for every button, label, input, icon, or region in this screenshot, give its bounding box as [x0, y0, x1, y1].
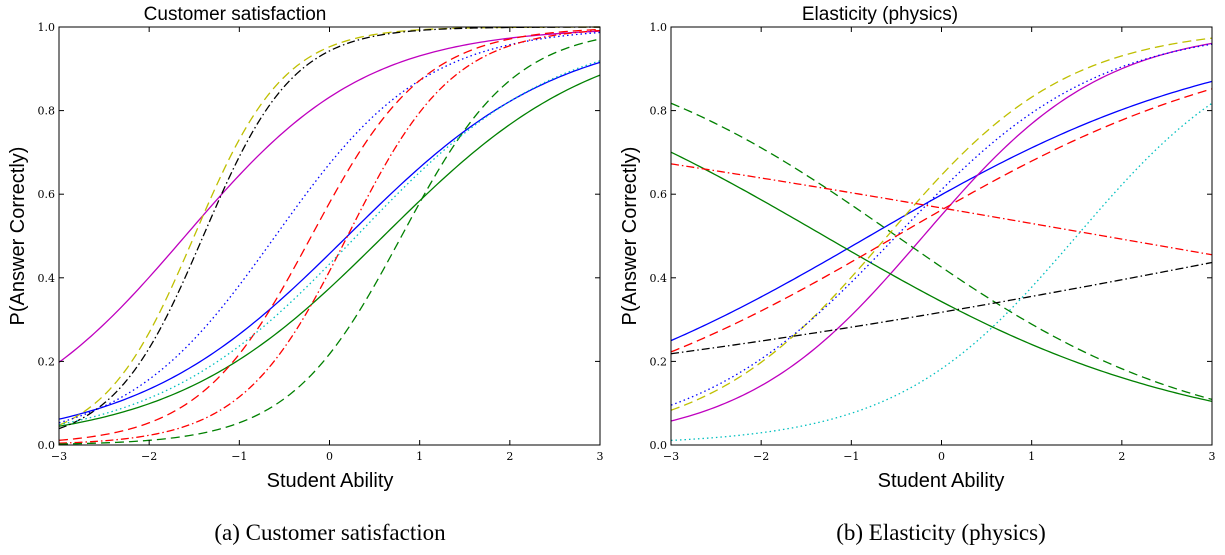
chart-caption: (b) Elasticity (physics): [836, 520, 1046, 545]
y-tick-label: 0.0: [38, 439, 56, 452]
series-line-9: [58, 38, 601, 445]
x-tick-label: −3: [51, 450, 67, 463]
y-tick-label: 0.4: [650, 272, 668, 285]
x-tick-label: 1: [416, 450, 423, 463]
chart-panel-a: Customer satisfaction Student Ability P(…: [7, 4, 604, 545]
chart-caption: (a) Customer satisfaction: [214, 520, 446, 545]
x-tick-label: 3: [597, 450, 604, 463]
y-tick-label: 0.6: [38, 188, 56, 201]
series-line-8: [58, 29, 601, 444]
x-tick-label: 0: [938, 450, 945, 463]
y-tick-label: 0.6: [650, 188, 668, 201]
series-line-2: [670, 42, 1213, 422]
series-line-8: [670, 163, 1213, 256]
x-axis-label: Student Ability: [878, 470, 1005, 492]
series-line-3: [670, 151, 1213, 403]
y-tick-label: 0.8: [38, 105, 56, 118]
series-line-5: [58, 26, 601, 430]
series-line-6: [670, 43, 1213, 406]
y-axis-label: P(Answer Correctly): [7, 147, 29, 326]
series-line-10: [58, 60, 601, 426]
y-tick-label: 0.2: [38, 355, 56, 368]
series-line-6: [58, 31, 601, 424]
x-axis-label: Student Ability: [267, 470, 394, 492]
chart-title: Customer satisfaction: [144, 4, 327, 25]
x-tick-label: −2: [141, 450, 157, 463]
y-axis-label: P(Answer Correctly): [619, 147, 641, 326]
series-line-2: [58, 61, 601, 420]
x-tick-label: 2: [506, 450, 513, 463]
series-line-4: [670, 102, 1213, 401]
series-line-4: [58, 26, 601, 426]
series-line-3: [58, 74, 601, 427]
series-line-7: [670, 88, 1213, 353]
x-tick-label: 2: [1118, 450, 1125, 463]
series-line-10: [670, 102, 1213, 442]
x-tick-label: −2: [753, 450, 769, 463]
plot-frame: [670, 26, 1213, 446]
series-line-9: [670, 261, 1213, 355]
series-line-5: [670, 37, 1213, 411]
series-line-1: [58, 30, 601, 363]
chart-title: Elasticity (physics): [802, 4, 958, 25]
series-line-7: [58, 28, 601, 441]
y-tick-label: 0.2: [650, 355, 668, 368]
y-tick-label: 0.0: [650, 439, 668, 452]
x-tick-label: −3: [663, 450, 679, 463]
y-tick-label: 1.0: [650, 21, 668, 34]
x-tick-label: 3: [1209, 450, 1216, 463]
y-tick-label: 1.0: [38, 21, 56, 34]
x-tick-label: −1: [231, 450, 247, 463]
chart-panel-b: Elasticity (physics) Student Ability P(A…: [619, 4, 1216, 545]
y-tick-label: 0.4: [38, 272, 56, 285]
x-tick-label: 1: [1028, 450, 1035, 463]
y-tick-label: 0.8: [650, 105, 668, 118]
plot-frame: [58, 26, 601, 446]
series-line-1: [670, 80, 1213, 342]
x-tick-label: 0: [326, 450, 333, 463]
x-tick-label: −1: [843, 450, 859, 463]
